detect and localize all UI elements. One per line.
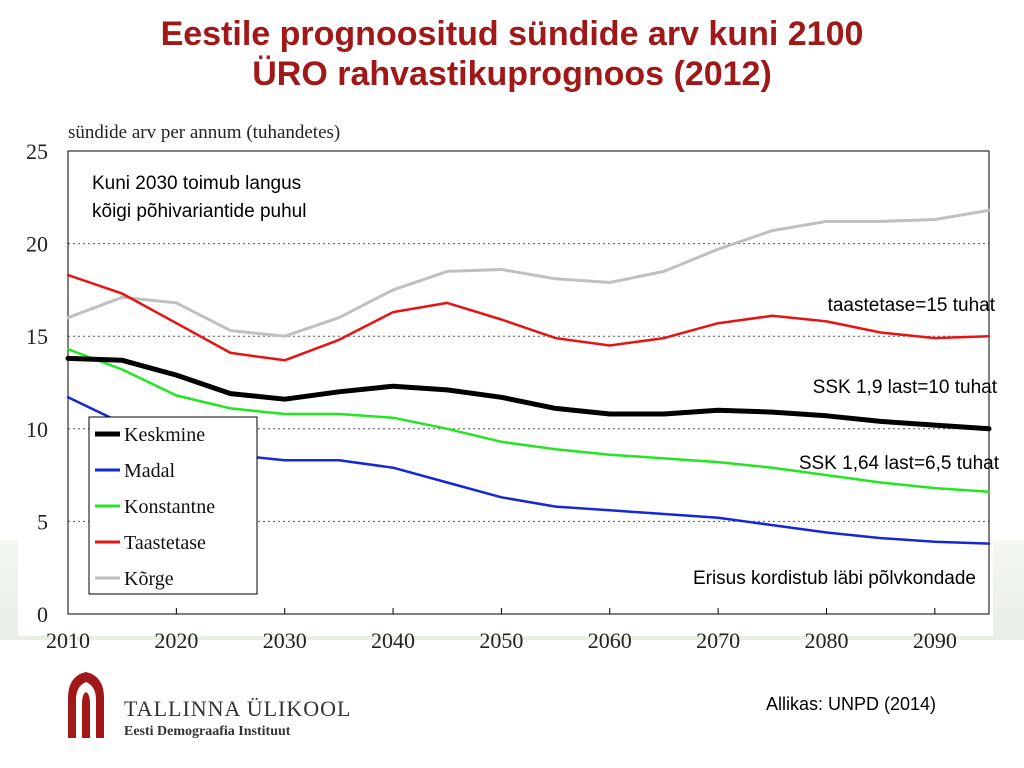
slide-title: Eestile prognoositud sündide arv kuni 21… (0, 14, 1024, 94)
y-axis-label: sündide arv per annum (tuhandetes) (68, 122, 340, 143)
legend-label: Konstantne (124, 496, 215, 518)
y-tick-label: 25 (26, 139, 48, 164)
legend-label: Madal (124, 460, 176, 482)
x-tick-label: 2050 (479, 628, 523, 653)
title-line-1: Eestile prognoositud sündide arv kuni 21… (160, 15, 864, 53)
legend-label: Kõrge (124, 568, 174, 590)
x-tick-label: 2030 (263, 628, 307, 653)
y-tick-label: 20 (26, 232, 48, 257)
x-tick-label: 2040 (371, 628, 415, 653)
x-tick-label: 2080 (804, 628, 848, 653)
logo-subtitle: Eesti Demograafia Instituut (124, 724, 291, 739)
annotation-replacement: taastetase=15 tuhat (828, 295, 996, 316)
source-note: Allikas: UNPD (2014) (766, 694, 937, 714)
y-tick-label: 0 (37, 602, 48, 627)
legend-label: Keskmine (124, 424, 205, 446)
x-tick-label: 2090 (913, 628, 957, 653)
x-tick-label: 2020 (154, 628, 198, 653)
x-tick-label: 2060 (588, 628, 632, 653)
annotation-decline-line-1: Kuni 2030 toimub langus (92, 173, 301, 194)
annotation-generations: Erisus kordistub läbi põlvkondade (693, 568, 976, 589)
annotation-decline-line-2: kõigi põhivariantide puhul (92, 201, 306, 222)
title-line-2: ÜRO rahvastikuprognoos (2012) (252, 55, 772, 93)
legend-label: Taastetase (124, 532, 206, 554)
series-line-keskmine (65, 355, 992, 432)
university-logo: TALLINNA ÜLIKOOL Eesti Demograafia Insti… (60, 668, 400, 748)
y-tick-label: 5 (37, 509, 48, 534)
x-tick-label: 2010 (46, 628, 90, 653)
series-line-krge (66, 208, 991, 338)
series-line-taastetase (66, 273, 991, 362)
y-tick-label: 10 (26, 417, 48, 442)
y-tick-label: 15 (26, 324, 48, 349)
annotation-ssk-1-64: SSK 1,64 last=6,5 tuhat (799, 453, 1000, 474)
logo-name: TALLINNA ÜLIKOOL (124, 696, 352, 721)
x-tick-label: 2070 (696, 628, 740, 653)
annotation-ssk-1-9: SSK 1,9 last=10 tuhat (813, 377, 998, 398)
logo-emblem-icon (68, 672, 104, 738)
series-line-konstantne (66, 347, 991, 494)
plot-frame (67, 150, 990, 615)
